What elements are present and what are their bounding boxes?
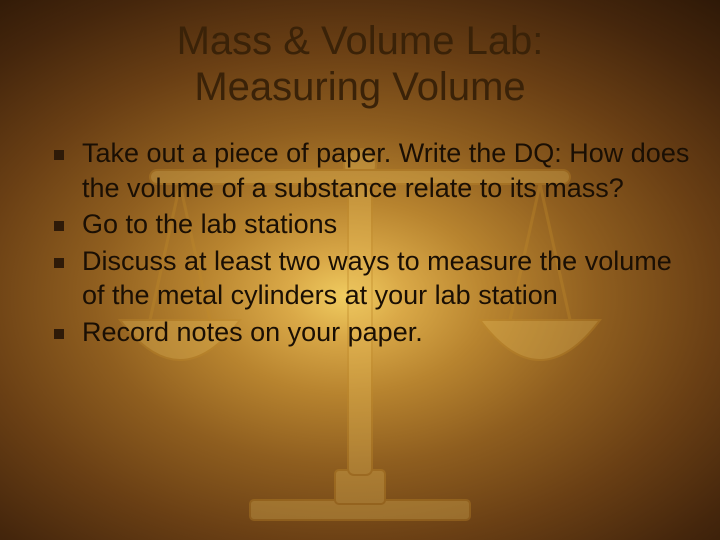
square-bullet-icon [54,329,64,339]
square-bullet-icon [54,258,64,268]
square-bullet-icon [54,150,64,160]
bullet-list: Take out a piece of paper. Write the DQ:… [0,136,720,349]
list-item: Discuss at least two ways to measure the… [54,244,690,313]
title-line-1: Mass & Volume Lab: [177,19,544,63]
slide-title: Mass & Volume Lab: Measuring Volume [0,0,720,110]
bullet-text: Record notes on your paper. [82,315,690,350]
title-line-2: Measuring Volume [194,65,525,109]
list-item: Record notes on your paper. [54,315,690,350]
square-bullet-icon [54,221,64,231]
bullet-text: Discuss at least two ways to measure the… [82,244,690,313]
list-item: Go to the lab stations [54,207,690,242]
bullet-text: Go to the lab stations [82,207,690,242]
bullet-text: Take out a piece of paper. Write the DQ:… [82,136,690,205]
list-item: Take out a piece of paper. Write the DQ:… [54,136,690,205]
